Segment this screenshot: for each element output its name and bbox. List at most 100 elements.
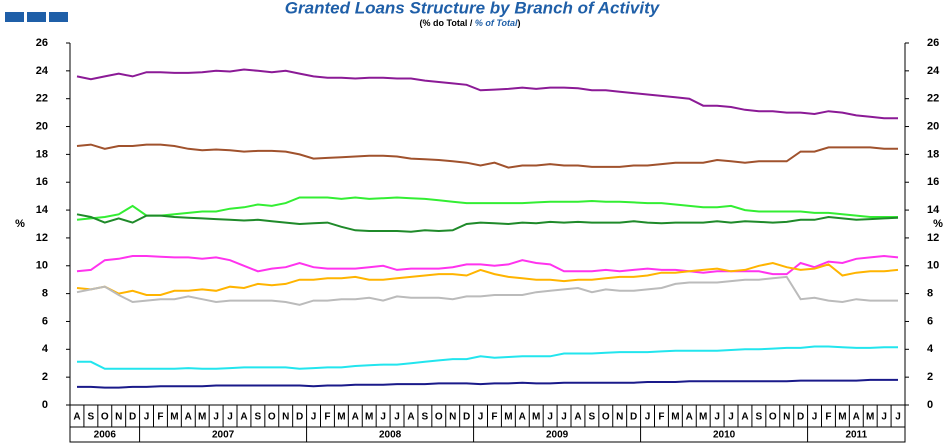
x-tick-label: A	[853, 412, 860, 423]
x-tick-label: M	[504, 412, 512, 423]
y2-axis-label: %	[933, 218, 943, 230]
x-tick-label: A	[407, 412, 414, 423]
x-tick-label: J	[394, 412, 400, 423]
subtitle-pt: (% do Total /	[420, 18, 475, 28]
x-tick-label: D	[129, 412, 136, 423]
x-tick-label: S	[422, 412, 429, 423]
x-tick-label: M	[170, 412, 178, 423]
x-tick-label: M	[198, 412, 206, 423]
x-tick-label: J	[728, 412, 734, 423]
chart-subtitle: (% do Total / % of Total)	[420, 18, 521, 28]
x-tick-label: A	[574, 412, 581, 423]
x-tick-label: D	[463, 412, 470, 423]
x-tick-label: J	[895, 412, 901, 423]
y2-tick-label: 4	[927, 343, 934, 355]
series-line	[76, 254, 899, 276]
y-tick-label: 4	[42, 343, 49, 355]
y-tick-label: 0	[42, 399, 48, 411]
x-tick-label: J	[478, 412, 484, 423]
series-line	[76, 68, 898, 120]
x-tick-label: J	[547, 412, 553, 423]
x-tick-label: M	[838, 412, 846, 423]
y-tick-label: 6	[42, 315, 48, 327]
series-line	[76, 261, 899, 296]
chart-title: Granted Loans Structure by Branch of Act…	[285, 0, 661, 17]
year-label: 2009	[546, 430, 569, 441]
subtitle-end: )	[518, 18, 521, 28]
y2-tick-label: 6	[927, 315, 933, 327]
series-line	[77, 345, 898, 370]
x-tick-label: F	[324, 412, 330, 423]
x-tick-label: S	[756, 412, 763, 423]
x-tick-label: A	[519, 412, 526, 423]
x-tick-label: D	[797, 412, 804, 423]
subtitle-en: % of Total	[475, 18, 518, 28]
series-line	[76, 213, 899, 233]
logo-block	[5, 12, 24, 22]
x-tick-label: F	[825, 412, 831, 423]
y-tick-label: 12	[36, 232, 48, 244]
x-tick-label: D	[630, 412, 637, 423]
x-tick-label: D	[296, 412, 303, 423]
x-tick-label: O	[101, 412, 109, 423]
x-tick-label: A	[352, 412, 359, 423]
x-tick-label: N	[115, 412, 122, 423]
x-tick-label: J	[213, 412, 219, 423]
x-tick-label: M	[532, 412, 540, 423]
series-line	[76, 275, 898, 306]
x-tick-label: A	[185, 412, 192, 423]
x-tick-label: A	[741, 412, 748, 423]
year-label: 2007	[212, 430, 235, 441]
x-tick-label: M	[699, 412, 707, 423]
x-tick-label: M	[866, 412, 874, 423]
x-tick-label: J	[311, 412, 317, 423]
x-tick-label: M	[337, 412, 345, 423]
x-tick-label: M	[365, 412, 373, 423]
x-tick-label: F	[658, 412, 664, 423]
y-tick-label: 8	[42, 288, 48, 300]
y-axis-label: %	[15, 218, 25, 230]
logo-block	[27, 12, 46, 22]
y-tick-label: 26	[36, 37, 48, 49]
x-tick-label: F	[491, 412, 497, 423]
x-tick-label: A	[240, 412, 247, 423]
x-tick-label: J	[645, 412, 651, 423]
y-tick-label: 20	[36, 120, 48, 132]
year-label: 2008	[379, 430, 402, 441]
x-tick-label: N	[282, 412, 289, 423]
y2-tick-label: 18	[927, 148, 939, 160]
x-tick-label: J	[380, 412, 386, 423]
logo-block	[49, 12, 68, 22]
y2-tick-label: 12	[927, 232, 939, 244]
x-tick-label: J	[714, 412, 720, 423]
x-tick-label: O	[268, 412, 276, 423]
x-tick-label: J	[144, 412, 150, 423]
x-tick-label: N	[449, 412, 456, 423]
year-label: 2006	[94, 430, 117, 441]
y2-tick-label: 24	[927, 65, 940, 77]
y-tick-label: 14	[36, 204, 49, 216]
x-tick-label: M	[671, 412, 679, 423]
x-tick-label: S	[88, 412, 95, 423]
y2-tick-label: 22	[927, 93, 939, 105]
x-tick-label: J	[561, 412, 567, 423]
y2-tick-label: 0	[927, 399, 933, 411]
y2-tick-label: 10	[927, 260, 939, 272]
y2-tick-label: 26	[927, 37, 939, 49]
series-line	[77, 378, 898, 389]
x-tick-label: N	[616, 412, 623, 423]
x-tick-label: F	[157, 412, 163, 423]
series-line	[76, 196, 898, 221]
y2-tick-label: 8	[927, 288, 933, 300]
x-tick-label: J	[227, 412, 233, 423]
x-tick-label: J	[881, 412, 887, 423]
y-tick-label: 22	[36, 93, 48, 105]
x-tick-label: A	[73, 412, 80, 423]
y-tick-label: 24	[36, 65, 49, 77]
x-tick-label: J	[812, 412, 818, 423]
year-label: 2010	[713, 430, 736, 441]
y2-tick-label: 2	[927, 371, 933, 383]
y-tick-label: 10	[36, 260, 48, 272]
x-tick-label: O	[602, 412, 610, 423]
